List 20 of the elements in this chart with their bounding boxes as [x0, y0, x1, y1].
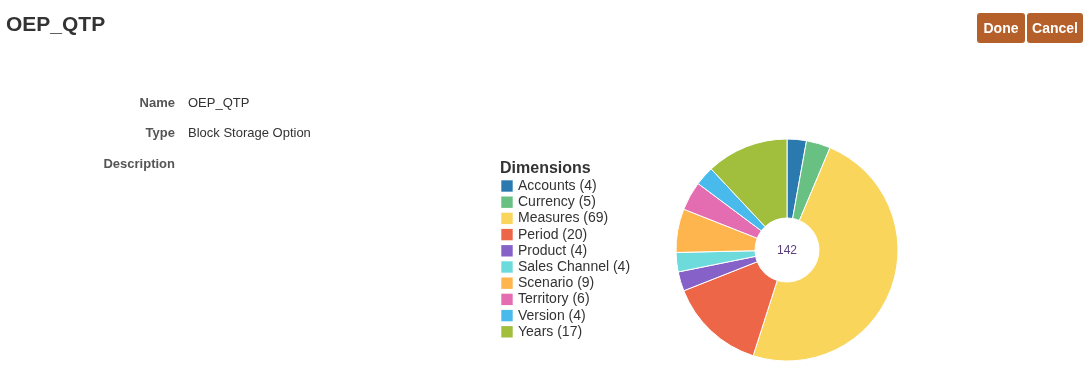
- legend-label: Accounts (4): [518, 177, 597, 193]
- legend-label: Scenario (9): [518, 274, 595, 291]
- text: OEP_QTP: [6, 12, 106, 36]
- legend-label: Years (17): [518, 322, 583, 339]
- legend-label: Currency (5): [518, 193, 596, 210]
- text: Name: [138, 95, 175, 110]
- legend-label: Period (20): [518, 225, 588, 242]
- legend-label: Version (4): [518, 306, 586, 323]
- legend-label: Territory (6): [518, 290, 590, 307]
- text: OEP_QTP: [188, 95, 250, 110]
- text: Cancel: [1027, 13, 1083, 43]
- text: Block Storage Option: [188, 125, 311, 140]
- text: Type: [144, 125, 175, 140]
- legend-label: Sales Channel (4): [518, 258, 631, 274]
- legend-label: Product (4): [518, 241, 588, 258]
- text: Description: [102, 156, 175, 171]
- text: Done: [977, 13, 1025, 43]
- text: 142: [776, 243, 798, 257]
- legend-label: Measures (69): [518, 209, 609, 226]
- legend-title: Dimensions: [500, 159, 591, 176]
